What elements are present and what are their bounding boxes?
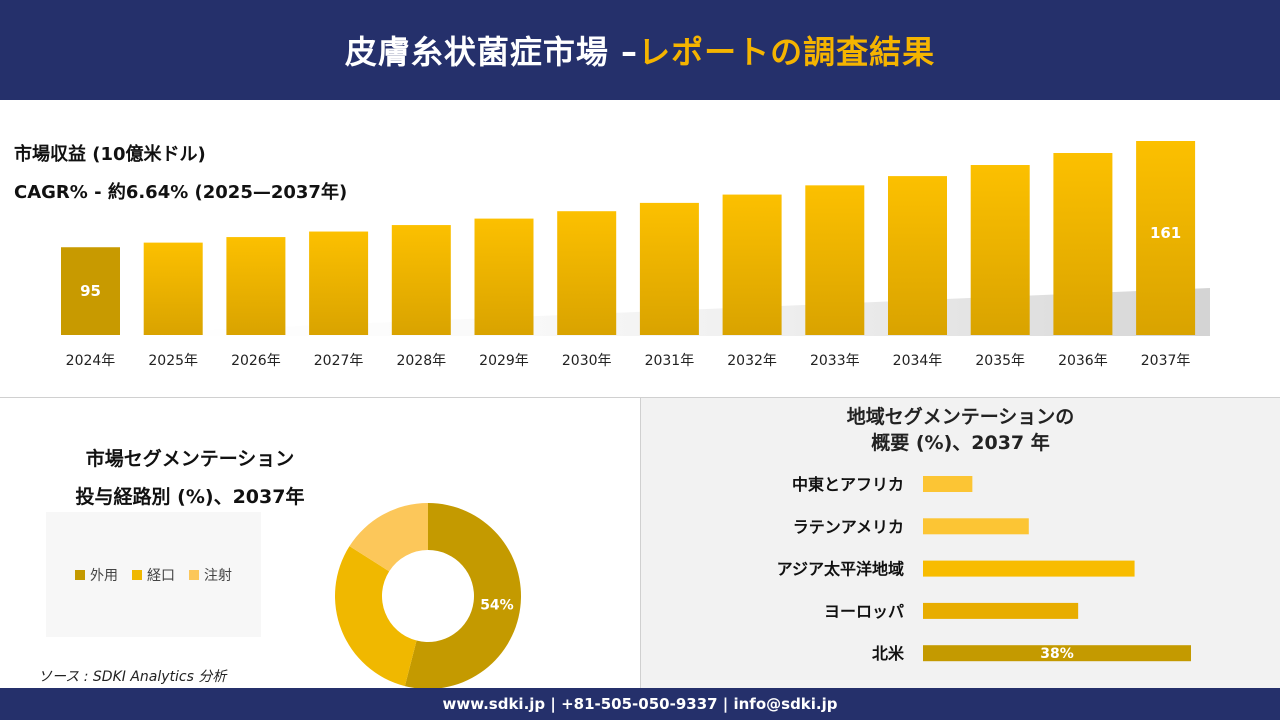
segment-title-line2: 投与経路別 (%)、2037年	[75, 486, 305, 508]
year-tick-label: 2037年	[1141, 353, 1191, 369]
revenue-bar	[474, 218, 534, 335]
year-tick-label: 2024年	[66, 353, 116, 369]
region-bar	[923, 560, 1135, 577]
revenue-bar	[1136, 141, 1196, 335]
year-tick-label: 2025年	[148, 353, 198, 369]
region-category-label: 中東とアフリカ	[792, 475, 904, 494]
revenue-bar	[888, 176, 947, 335]
revenue-bar	[557, 211, 617, 335]
revenue-bar	[970, 165, 1030, 335]
region-data-label: 38%	[1040, 646, 1074, 662]
revenue-bar	[391, 225, 451, 335]
header-title-accent: レポートの調査結果	[638, 33, 936, 71]
donut-slice	[404, 503, 521, 689]
legend-swatch	[75, 569, 85, 580]
revenue-bar	[226, 237, 286, 335]
revenue-bar	[639, 202, 699, 335]
revenue-bar	[143, 242, 203, 335]
legend-label: 経口	[147, 567, 175, 584]
region-category-label: アジア太平洋地域	[777, 560, 904, 579]
year-tick-label: 2035年	[975, 353, 1025, 369]
revenue-data-label: 161	[1150, 224, 1181, 242]
revenue-bar	[1053, 153, 1113, 335]
year-tick-label: 2031年	[645, 353, 695, 369]
revenue-bar	[309, 231, 369, 335]
year-tick-label: 2032年	[727, 353, 777, 369]
year-tick-label: 2034年	[893, 353, 943, 369]
footer-contact: www.sdki.jp | +81-505-050-9337 | info@sd…	[442, 695, 838, 713]
region-category-label: 北米	[872, 644, 905, 663]
region-category-label: ラテンアメリカ	[793, 517, 904, 536]
region-title-line2: 概要 (%)、2037 年	[871, 432, 1050, 454]
revenue-bar	[722, 194, 782, 335]
region-bar	[923, 476, 973, 492]
legend-swatch	[132, 569, 142, 580]
header-banner: 皮膚糸状菌症市場 –レポートの調査結果	[0, 0, 1280, 100]
year-tick-label: 2026年	[231, 353, 281, 369]
revenue-bar	[805, 185, 865, 335]
legend-label: 外用	[90, 567, 118, 584]
donut-legend: 外用 経口 注射	[46, 512, 261, 637]
segment-panel: 市場セグメンテーション 投与経路別 (%)、2037年 外用 経口 注射 54% ソ…	[0, 398, 640, 689]
region-panel: 地域セグメンテーションの 概要 (%)、2037 年 中東とアフリカ ラテンアメリ…	[641, 398, 1280, 688]
legend-label: 注射	[204, 567, 232, 584]
revenue-panel: 市場収益 (10億米ドル) CAGR% - 約6.64% (2025—2037年…	[0, 100, 1280, 397]
donut-data-label: 54%	[480, 598, 514, 614]
donut-chart: 54%	[335, 503, 521, 689]
year-tick-label: 2027年	[314, 353, 364, 369]
footer-banner: www.sdki.jp | +81-505-050-9337 | info@sd…	[0, 688, 1280, 720]
legend-swatch	[189, 569, 199, 580]
region-bar	[923, 602, 1079, 619]
revenue-label: 市場収益 (10億米ドル)	[14, 144, 206, 165]
revenue-data-label: 95	[80, 282, 101, 300]
year-tick-label: 2029年	[479, 353, 529, 369]
vertical-divider	[640, 398, 641, 688]
year-tick-label: 2036年	[1058, 353, 1108, 369]
header-title: 皮膚糸状菌症市場 –レポートの調査結果	[345, 27, 935, 73]
source-note: ソース : SDKI Analytics 分析	[38, 669, 227, 685]
donut-slice	[335, 546, 417, 687]
region-bar	[923, 645, 1191, 662]
region-title-line1: 地域セグメンテーションの	[846, 406, 1075, 428]
header-title-main: 皮膚糸状菌症市場 –	[344, 33, 639, 71]
region-bar	[923, 518, 1029, 535]
revenue-bar-chart: 2024年 2025年 2026年 2027年 2028年 2029年 2030年 2031年…	[60, 141, 1210, 369]
segment-title-line1: 市場セグメンテーション	[85, 448, 295, 470]
region-category-label: ヨーロッパ	[824, 602, 904, 621]
revenue-bar	[61, 247, 120, 335]
legend-item: 経口	[132, 565, 175, 585]
horizontal-divider	[0, 397, 1280, 398]
region-title: 地域セグメンテーションの 概要 (%)、2037 年	[641, 404, 1280, 456]
year-tick-label: 2028年	[396, 353, 446, 369]
year-tick-label: 2030年	[562, 353, 612, 369]
legend-item: 外用	[75, 565, 118, 585]
donut-slice	[349, 503, 428, 572]
year-tick-label: 2033年	[810, 353, 860, 369]
cagr-label: CAGR% - 約6.64% (2025—2037年)	[14, 182, 348, 203]
legend-item: 注射	[189, 565, 232, 585]
